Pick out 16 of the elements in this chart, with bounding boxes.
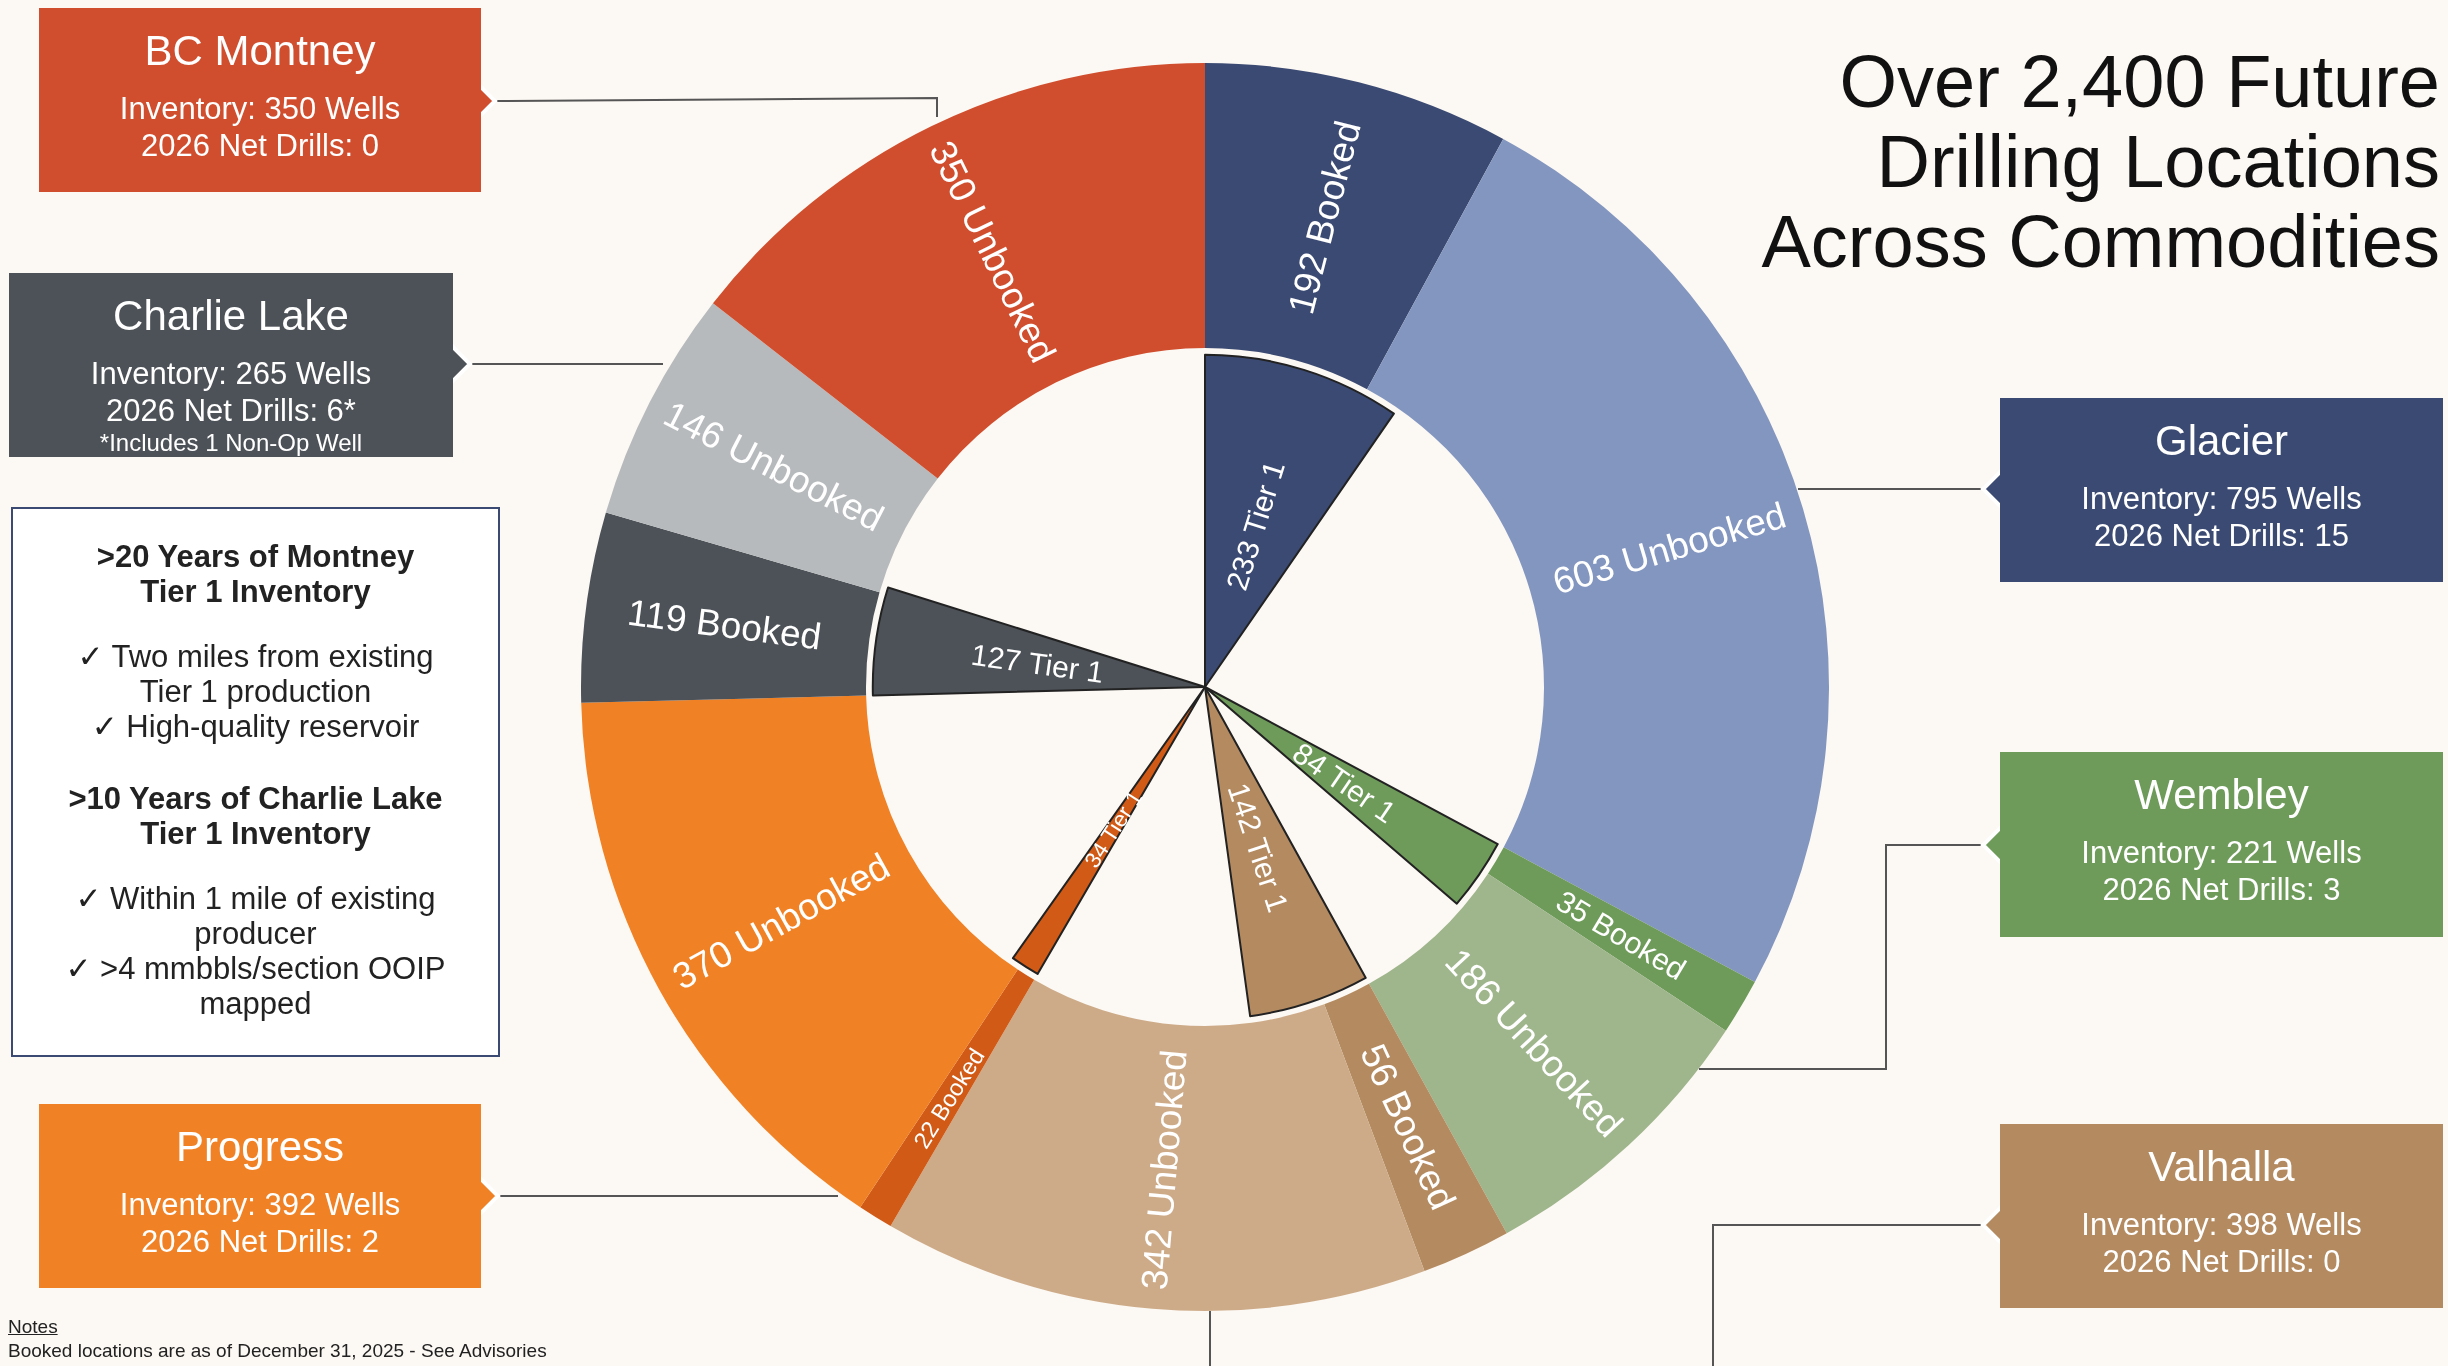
text: Progress Inventory: 392 Wells 2026 Net Drills: 2 bbox=[118, 1122, 402, 1260]
text: Notes bbox=[8, 1316, 58, 1338]
text: Charlie Lake Inventory: 265 Wells 2026 Net Drills: 6* *Includes 1 Non-Op Well bbox=[89, 291, 373, 457]
text: Over 2,400 Future Drilling Locations Across Commodities bbox=[1760, 40, 2440, 283]
text-panel: >20 Years of Montney Tier 1 Inventory ✓ Two miles from existing Tier 1 production ✓ High-quality reservoir >10 Years of Charlie Lake Tier 1 Inventory ✓ Within 1 mile of existing producer ✓ >4 mmbbls/section OOIP mapped bbox=[11, 507, 500, 1057]
text: BC Montney Inventory: 350 Wells 2026 Net Drills: 0 bbox=[118, 26, 402, 164]
data-label: 127 Tier 1 bbox=[969, 637, 1106, 690]
data-label: 233 Tier 1 bbox=[1219, 456, 1291, 595]
text: Booked locations are as of December 31, 2025 - See Advisories bbox=[8, 1340, 547, 1362]
text: Valhalla Inventory: 398 Wells 2026 Net Drills: 0 bbox=[2080, 1142, 2363, 1280]
slice-label: 192 Booked bbox=[1280, 116, 1369, 319]
slice-label: 119 Booked bbox=[625, 591, 824, 658]
text: Glacier Inventory: 795 Wells 2026 Net Drills: 15 bbox=[2080, 416, 2363, 554]
data-label: 34 Tier 1 bbox=[1079, 786, 1148, 873]
text: Wembley Inventory: 221 Wells 2026 Net Drills: 3 bbox=[2080, 770, 2363, 908]
slice-label: 342 Unbooked bbox=[1133, 1048, 1195, 1292]
